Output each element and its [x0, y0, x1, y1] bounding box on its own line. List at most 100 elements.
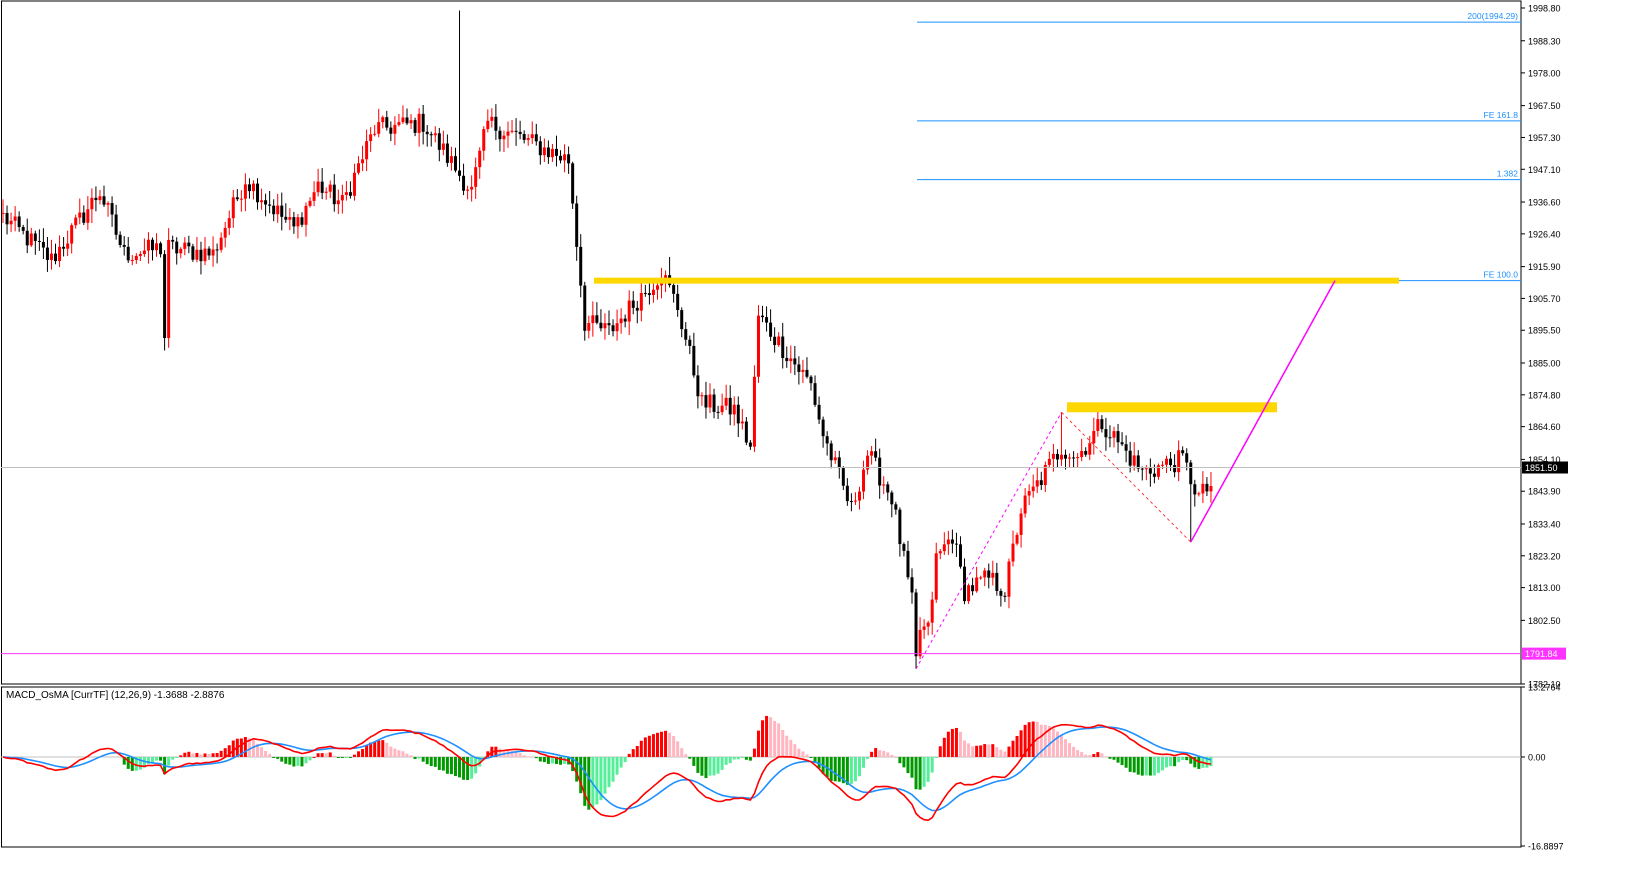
histogram-bar	[421, 756, 425, 762]
candle-body	[13, 216, 17, 221]
candle-body	[688, 339, 692, 346]
histogram-bar	[680, 748, 684, 757]
histogram-bar	[466, 756, 470, 781]
histogram-bar	[1128, 756, 1132, 772]
price-axis-tick-label: 1885.00	[1528, 359, 1561, 369]
candle	[328, 180, 332, 199]
candle	[357, 156, 361, 175]
candle	[377, 108, 381, 138]
candle-body	[765, 317, 769, 323]
histogram-bar	[1031, 721, 1035, 757]
candle	[1112, 426, 1116, 448]
candle-body	[239, 198, 243, 200]
candle-body	[405, 117, 409, 124]
histogram-bar	[458, 756, 462, 778]
candle-body	[126, 246, 130, 261]
histogram-bar	[599, 756, 603, 801]
candle-body	[288, 217, 292, 220]
histogram-bar	[264, 750, 268, 757]
candle	[409, 114, 413, 130]
histogram-bar	[765, 715, 769, 757]
histogram-bar	[445, 756, 449, 774]
candle-body	[1156, 465, 1160, 477]
candle-body	[70, 225, 74, 244]
candle	[98, 189, 102, 205]
candle-body	[910, 577, 914, 593]
candle	[458, 10, 462, 182]
histogram-bar	[1148, 756, 1152, 776]
candle-body	[122, 244, 126, 247]
histogram-bar	[777, 723, 781, 757]
candle	[1084, 447, 1088, 457]
histogram-bar	[518, 753, 522, 757]
histogram-bar	[1100, 753, 1104, 757]
candle	[401, 105, 405, 124]
candle	[122, 236, 126, 256]
histogram-bar	[510, 750, 514, 757]
histogram-bar	[793, 744, 797, 757]
candle-body	[312, 192, 316, 201]
candle-body	[938, 551, 942, 554]
histogram-bar	[1088, 755, 1092, 757]
candle	[752, 365, 756, 452]
candle	[805, 357, 809, 379]
candle	[845, 478, 849, 506]
histogram-bar	[647, 735, 651, 757]
price-axis-tick-label: 1936.60	[1528, 198, 1561, 208]
histogram-bar	[1181, 756, 1185, 761]
candle-body	[542, 147, 546, 156]
histogram-bar	[1120, 756, 1124, 766]
candle-body	[1193, 484, 1197, 495]
candle	[54, 243, 58, 265]
candle	[821, 416, 825, 448]
projection-line[interactable]	[1190, 280, 1336, 543]
price-axis-tick-label: 1915.90	[1528, 262, 1561, 272]
candle-body	[1160, 464, 1164, 466]
candle	[110, 196, 114, 227]
histogram-bar	[1072, 746, 1076, 757]
histogram-bar	[340, 756, 344, 758]
histogram-bar	[712, 756, 716, 776]
histogram-bar	[134, 756, 138, 771]
histogram-bar	[542, 756, 546, 763]
histogram-bar	[308, 756, 312, 761]
resistance-zone-upper[interactable]	[594, 277, 1399, 284]
candle	[769, 309, 773, 342]
candle-body	[1011, 543, 1015, 562]
price-panel[interactable]: 1998.80 1988.30 1978.00 1967.50 1957.30 1947.…	[1, 0, 1568, 690]
candle-body	[999, 590, 1003, 596]
histogram-bar	[1209, 756, 1213, 767]
candle	[13, 206, 17, 232]
candle	[870, 445, 874, 465]
candle-body	[785, 357, 789, 362]
histogram-bar	[437, 756, 441, 770]
candle-body	[227, 218, 231, 228]
candle-body	[684, 329, 688, 340]
candle	[898, 507, 902, 557]
candle	[417, 108, 421, 147]
candle	[78, 198, 82, 225]
candle	[1124, 435, 1128, 463]
indicator-panel[interactable]: 13.2764 0.00 -16.8897	[1, 683, 1564, 852]
candle-body	[1080, 450, 1084, 458]
candle	[926, 620, 930, 636]
histogram-bar	[150, 756, 154, 763]
swing-line-down	[1061, 411, 1192, 543]
candle-body	[643, 292, 647, 294]
candle	[37, 229, 41, 251]
histogram-bar	[1076, 750, 1080, 757]
candle	[296, 213, 300, 239]
candle-body	[591, 315, 595, 324]
candle	[639, 280, 643, 322]
candle	[744, 417, 748, 446]
histogram-bar	[837, 756, 841, 782]
price-axis-tick-label: 1978.00	[1528, 68, 1561, 78]
candle-body	[756, 315, 760, 377]
candle-body	[769, 322, 773, 337]
candle-body	[1124, 444, 1128, 451]
histogram-bar	[1068, 743, 1072, 757]
candle-body	[647, 293, 651, 296]
histogram-bar	[987, 744, 991, 757]
resistance-zone-lower[interactable]	[1067, 402, 1277, 413]
